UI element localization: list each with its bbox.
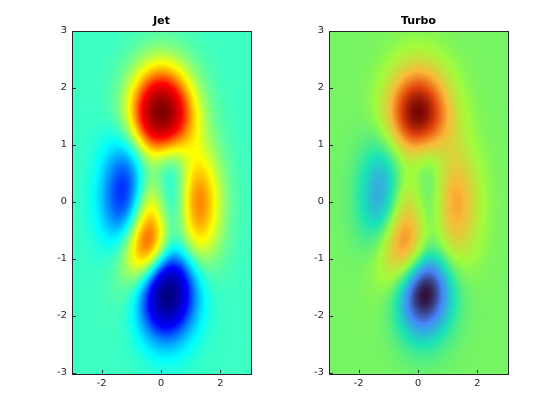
y-tick-label-turbo: 2 xyxy=(317,82,324,93)
y-tick-mark-jet xyxy=(73,373,76,374)
x-tick-label-jet: 2 xyxy=(217,378,224,389)
chart-title-jet: Jet xyxy=(153,14,170,27)
x-tick-mark-jet xyxy=(161,370,162,373)
y-tick-mark-jet xyxy=(73,31,76,32)
y-tick-label-turbo: 0 xyxy=(317,196,324,207)
heatmap-panel-turbo xyxy=(329,31,509,375)
x-tick-label-turbo: -2 xyxy=(353,378,364,389)
x-tick-mark-turbo xyxy=(477,370,478,373)
y-tick-label-jet: 3 xyxy=(60,25,67,36)
y-tick-mark-turbo xyxy=(330,88,333,89)
y-tick-label-jet: 2 xyxy=(60,82,67,93)
y-tick-mark-turbo xyxy=(330,202,333,203)
y-tick-label-turbo: 3 xyxy=(317,25,324,36)
y-tick-mark-turbo xyxy=(330,259,333,260)
y-tick-label-jet: -2 xyxy=(57,310,67,321)
y-tick-mark-turbo xyxy=(330,145,333,146)
x-tick-mark-jet xyxy=(102,370,103,373)
y-tick-mark-jet xyxy=(73,316,76,317)
y-tick-mark-jet xyxy=(73,88,76,89)
y-tick-label-jet: 1 xyxy=(60,139,67,150)
y-tick-label-turbo: -3 xyxy=(314,367,324,378)
y-tick-label-turbo: -2 xyxy=(314,310,324,321)
y-tick-mark-turbo xyxy=(330,373,333,374)
heatmap-panel-jet xyxy=(72,31,252,375)
y-tick-mark-jet xyxy=(73,259,76,260)
heatmap-image-turbo xyxy=(329,31,508,374)
x-tick-label-jet: -2 xyxy=(96,378,107,389)
x-tick-mark-turbo xyxy=(359,370,360,373)
heatmap-image-jet xyxy=(72,31,251,374)
y-tick-label-jet: -1 xyxy=(57,253,67,264)
y-tick-label-jet: -3 xyxy=(57,367,67,378)
x-tick-mark-turbo xyxy=(418,370,419,373)
x-tick-label-turbo: 0 xyxy=(414,378,422,389)
y-tick-mark-jet xyxy=(73,145,76,146)
x-tick-label-turbo: 2 xyxy=(474,378,481,389)
y-tick-label-turbo: -1 xyxy=(314,253,324,264)
x-tick-label-jet: 0 xyxy=(157,378,165,389)
x-tick-mark-jet xyxy=(220,370,221,373)
y-tick-label-turbo: 1 xyxy=(317,139,324,150)
chart-title-turbo: Turbo xyxy=(401,14,436,27)
y-tick-mark-turbo xyxy=(330,31,333,32)
y-tick-mark-turbo xyxy=(330,316,333,317)
y-tick-label-jet: 0 xyxy=(60,196,67,207)
y-tick-mark-jet xyxy=(73,202,76,203)
